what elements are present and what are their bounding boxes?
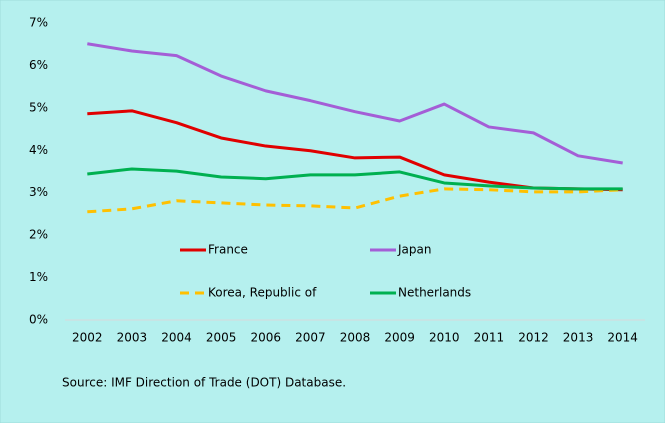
x-tick-label: 2008 <box>340 331 371 345</box>
series-line <box>87 167 623 191</box>
x-tick-label: 2013 <box>563 331 594 345</box>
y-tick-label: 0% <box>29 313 48 327</box>
legend-label: France <box>208 243 248 257</box>
legend-label: Japan <box>397 243 431 257</box>
x-tick-label: 2003 <box>117 331 148 345</box>
legend-label: Netherlands <box>398 286 471 300</box>
y-tick-label: 5% <box>29 100 48 114</box>
x-tick-label: 2005 <box>206 331 237 345</box>
series-line <box>87 187 623 214</box>
series-line <box>87 42 623 165</box>
source-note: Source: IMF Direction of Trade (DOT) Dat… <box>62 376 346 390</box>
x-tick-label: 2014 <box>607 331 638 345</box>
y-tick-label: 6% <box>29 58 48 72</box>
x-tick-label: 2004 <box>161 331 192 345</box>
legend-label: Korea, Republic of <box>208 286 317 300</box>
x-tick-label: 2007 <box>295 331 326 345</box>
y-tick-label: 1% <box>29 270 48 284</box>
x-tick-label: 2012 <box>518 331 549 345</box>
y-tick-label: 2% <box>29 228 48 242</box>
x-tick-label: 2010 <box>429 331 460 345</box>
x-tick-label: 2011 <box>474 331 505 345</box>
x-tick-label: 2006 <box>250 331 281 345</box>
x-tick-label: 2009 <box>384 331 415 345</box>
y-tick-label: 3% <box>29 185 48 199</box>
y-tick-label: 7% <box>29 16 48 30</box>
x-tick-label: 2002 <box>72 331 103 345</box>
y-tick-label: 4% <box>29 143 48 157</box>
